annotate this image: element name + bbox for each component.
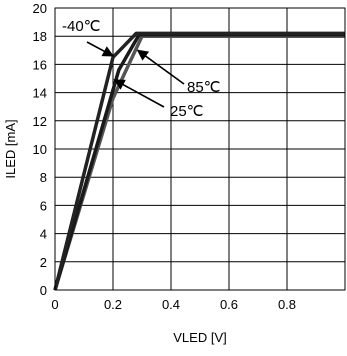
x-axis-title: VLED [V] [173, 330, 226, 345]
y-tick-label: 4 [40, 227, 47, 242]
series-layer [53, 31, 345, 291]
y-tick-label: 10 [33, 142, 47, 157]
y-tick-label: 0 [40, 283, 47, 298]
y-tick-label: 14 [33, 86, 47, 101]
x-tick-label: 0.8 [278, 297, 296, 312]
y-tick-label: 20 [33, 1, 47, 16]
annotation-label: -40℃ [62, 18, 101, 35]
x-tick-label: 0.6 [220, 297, 238, 312]
y-tick-label: 8 [40, 170, 47, 185]
y-axis-title: ILED [mA] [3, 119, 18, 178]
y-tick-label: 18 [33, 29, 47, 44]
series-line [53, 31, 345, 291]
plot-frame [54, 7, 346, 291]
y-tick-label: 2 [40, 255, 47, 270]
annotation-label: 25℃ [170, 103, 204, 120]
annotation-layer: -40℃ 85℃ 25℃ [62, 18, 221, 120]
y-tick-label: 16 [33, 57, 47, 72]
annotation-arrow [113, 79, 165, 108]
x-tick-label: 0.2 [104, 297, 122, 312]
annotation-arrow [86, 41, 114, 57]
annotation-label: 85℃ [187, 79, 221, 96]
series-line [53, 34, 345, 291]
x-tick-label: 0.4 [162, 297, 180, 312]
y-tick-label: 12 [33, 114, 47, 129]
series-line [53, 33, 345, 291]
annotation-arrow [136, 49, 185, 85]
x-tick-label: 0 [51, 297, 58, 312]
y-tick-label: 6 [40, 198, 47, 213]
tick-labels: 0 2 4 6 8 10 12 14 16 18 20 0 0.2 0.4 0.6 0.8 [33, 1, 297, 312]
